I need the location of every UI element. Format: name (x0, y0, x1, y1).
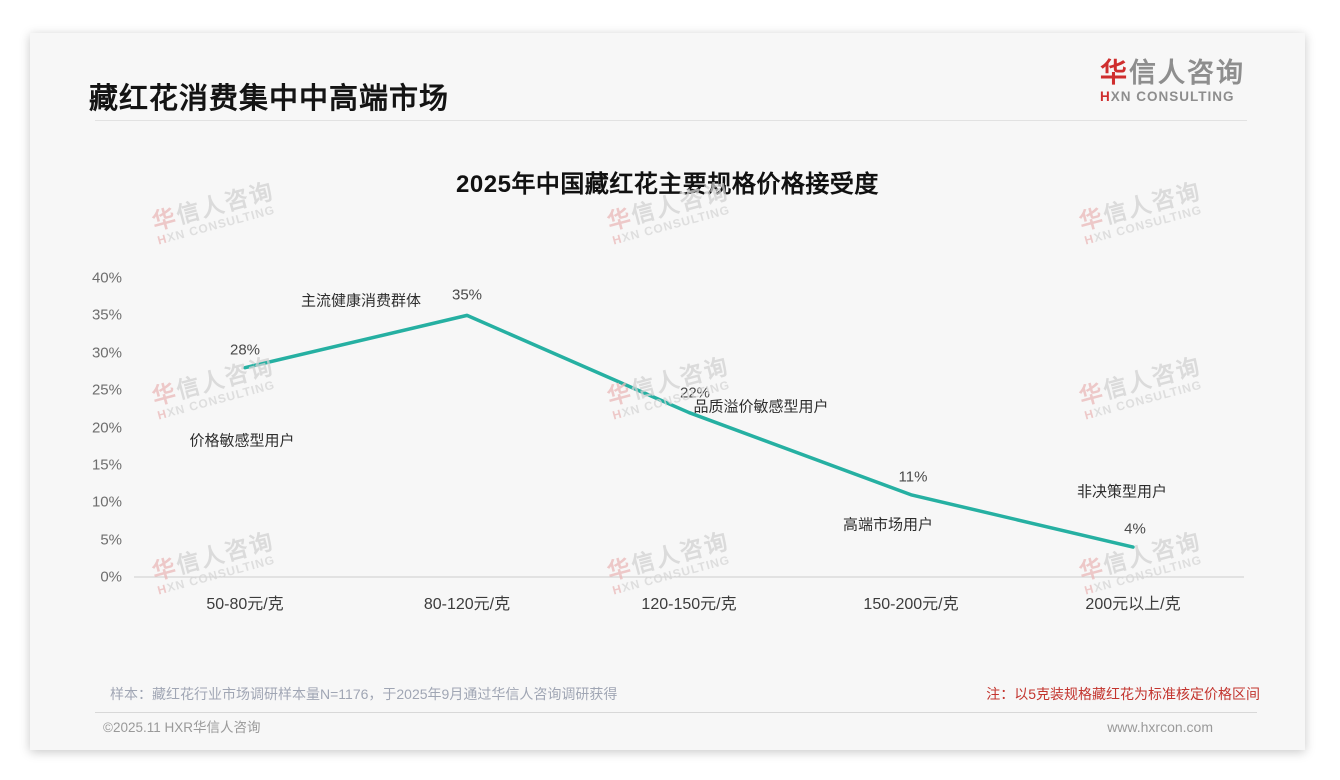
y-tick-label: 0% (100, 568, 122, 586)
brand-logo-cn: 华信人咨询 (1100, 58, 1245, 89)
y-tick-label: 20% (91, 419, 122, 436)
point-annotation: 高端市场用户 (842, 516, 934, 534)
point-annotation: 品质溢价敏感型用户 (693, 398, 829, 416)
point-annotation: 价格敏感型用户 (189, 432, 295, 450)
x-tick-label: 200元以上/克 (1085, 596, 1181, 613)
data-line (243, 313, 1135, 549)
y-tick-label: 40% (91, 269, 122, 287)
y-tick-label: 35% (91, 306, 122, 324)
data-value-label: 22% (679, 384, 711, 402)
x-tick-label: 80-120元/克 (423, 596, 511, 613)
brand-logo-cn-rest: 信人咨询 (1129, 58, 1245, 88)
data-value-label: 35% (451, 286, 483, 304)
brand-logo-en-accent: H (1100, 88, 1111, 104)
chart-title: 2025年中国藏红花主要规格价格接受度 (456, 171, 879, 198)
point-annotation: 非决策型用户 (1076, 483, 1168, 501)
price-note: 注：以5克装规格藏红花为标准核定价格区间 (986, 686, 1260, 702)
brand-logo-en-rest: XN CONSULTING (1110, 88, 1235, 104)
report-card: 藏红花消费集中中高端市场 华信人咨询 HXN CONSULTING 2025年中… (30, 33, 1305, 750)
footer-divider (95, 712, 1257, 713)
y-tick-label: 15% (91, 456, 122, 474)
data-value-label: 4% (1124, 520, 1146, 538)
brand-logo-cn-accent: 华 (1100, 58, 1129, 88)
x-tick-label: 50-80元/克 (206, 596, 284, 613)
sample-note: 样本：藏红花行业市场调研样本量N=1176，于2025年9月通过华信人咨询调研获… (110, 686, 618, 702)
header-divider (95, 120, 1247, 121)
point-annotation: 主流健康消费群体 (300, 292, 422, 310)
data-value-label: 28% (229, 341, 261, 359)
brand-logo-en: HXN CONSULTING (1100, 89, 1245, 105)
page-title: 藏红花消费集中中高端市场 (89, 83, 450, 115)
y-tick-label: 25% (91, 381, 122, 399)
line-chart (134, 313, 1244, 578)
y-tick-label: 5% (100, 531, 122, 549)
website-url: www.hxrcon.com (1107, 719, 1213, 735)
x-tick-label: 120-150元/克 (641, 596, 737, 613)
copyright: ©2025.11 HXR华信人咨询 (103, 720, 261, 735)
brand-logo: 华信人咨询 HXN CONSULTING (1100, 58, 1245, 105)
x-tick-label: 150-200元/克 (863, 596, 959, 613)
y-tick-label: 30% (91, 344, 122, 362)
y-tick-label: 10% (91, 493, 122, 511)
data-value-label: 11% (898, 468, 928, 486)
